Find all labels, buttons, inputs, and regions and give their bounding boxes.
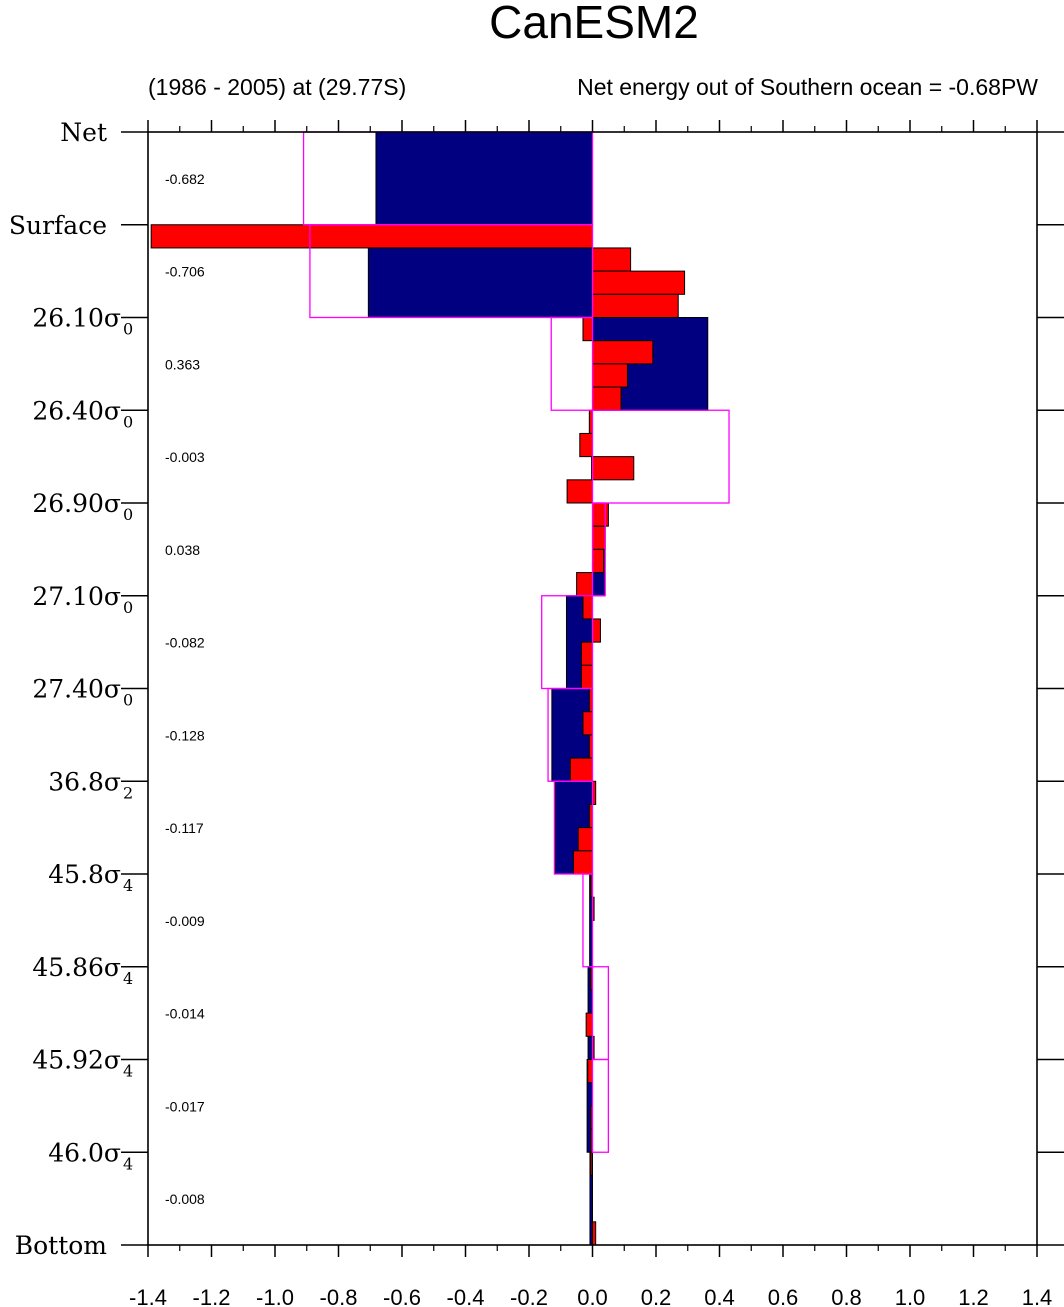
y-layer-label: 45.92σ [32, 1046, 121, 1075]
layer-value-label: -0.009 [165, 913, 205, 929]
sublayer-bar [580, 641, 594, 666]
y-layer-label: 45.86σ [32, 953, 121, 982]
chart-subtitle-right: Net energy out of Southern ocean = -0.68… [577, 74, 1038, 100]
outline-box [591, 502, 606, 597]
y-layer-label-subscript: 0 [123, 412, 133, 431]
layer-value-label: 0.038 [165, 542, 200, 558]
sublayer-bar [592, 618, 601, 643]
y-layer-label-subscript: 0 [123, 691, 133, 710]
x-tick-label: -1.2 [193, 1285, 231, 1307]
layer-value-label: -0.682 [165, 171, 205, 187]
layer-value-label: -0.082 [165, 635, 205, 651]
sublayer-bar [150, 224, 594, 249]
sublayer-bar [592, 363, 628, 388]
sublayer-bar [582, 595, 593, 620]
outline-box [591, 409, 730, 504]
x-tick-label: -0.2 [510, 1285, 548, 1307]
y-layer-label-subscript: 2 [123, 783, 133, 802]
x-tick-label: 0.8 [831, 1285, 862, 1307]
sublayer-bar [569, 757, 594, 782]
x-tick-label: -0.6 [383, 1285, 421, 1307]
y-layer-label-subscript: 4 [123, 1154, 133, 1173]
sublayer-bar [566, 479, 593, 504]
y-layer-label-subscript: 4 [123, 876, 133, 895]
x-tick-label: 1.4 [1022, 1285, 1053, 1307]
y-layer-label-subscript: 4 [123, 969, 133, 988]
layer-value-label: -0.017 [165, 1098, 205, 1114]
sublayer-bar [580, 664, 594, 689]
outline-box [591, 966, 610, 1061]
x-tick-label: -0.8 [320, 1285, 358, 1307]
plot-frame [121, 120, 1064, 1257]
y-layer-label-subscript: 0 [123, 598, 133, 617]
sublayer-bar [582, 711, 593, 736]
layer-value-label: -0.014 [165, 1006, 205, 1022]
x-tick-label: -0.4 [447, 1285, 485, 1307]
y-layer-label-subscript: 0 [123, 505, 133, 524]
outline-box [550, 316, 594, 411]
layer-value-label: -0.117 [165, 820, 204, 836]
y-layer-label: Surface [9, 211, 107, 240]
outline-box [591, 1058, 610, 1153]
y-layer-label: 27.40σ [32, 675, 121, 704]
sublayer-bar [592, 456, 635, 481]
sublayer-bar [582, 317, 593, 342]
sublayer-bar [577, 827, 594, 852]
y-layer-label-subscript: 4 [123, 1062, 133, 1081]
outline-box [553, 780, 594, 875]
y-layer-label: 36.8σ [48, 767, 121, 796]
outline-box [582, 873, 594, 968]
bars-layer [150, 131, 730, 1246]
sublayer-bar [592, 293, 679, 318]
y-layer-label: Bottom [15, 1231, 108, 1260]
sublayer-bar [587, 1059, 593, 1084]
x-axis-tick-labels: -1.4 -1.2 -1.0 -0.8 -0.6 -0.4 -0.2 0.0 0.2 0.4 0.6… [129, 1285, 1052, 1307]
chart-subtitle-left: (1986 - 2005) at (29.77S) [148, 74, 406, 100]
layer-annotations: -0.682 -0.706 0.363 -0.003 0.038 -0.082 -0.128… [165, 171, 205, 1207]
sublayer-bar [592, 525, 606, 550]
y-layer-label-subscript: 0 [123, 320, 133, 339]
x-tick-label: -1.0 [256, 1285, 294, 1307]
sublayer-bar [579, 432, 593, 458]
x-tick-label: 1.2 [958, 1285, 989, 1307]
layer-bar [375, 131, 593, 226]
chart-title: CanESM2 [489, 0, 699, 48]
sublayer-bar [592, 340, 654, 365]
sublayer-bar [590, 1151, 593, 1176]
layer-value-label: -0.128 [165, 727, 205, 743]
sublayer-bar [592, 1221, 597, 1246]
x-tick-label: 1.0 [895, 1285, 926, 1307]
sublayer-bar [585, 1012, 594, 1037]
layer-value-label: 0.363 [165, 356, 200, 372]
y-layer-label: 26.40σ [32, 396, 121, 425]
y-layer-label: 26.10σ [32, 304, 121, 333]
layer-value-label: -0.003 [165, 449, 205, 465]
sublayer-bar [592, 270, 686, 295]
y-layer-label: 46.0σ [48, 1138, 121, 1167]
sublayer-bar [592, 247, 632, 272]
x-tick-label: -1.4 [129, 1285, 167, 1307]
x-tick-label: 0.4 [704, 1285, 735, 1307]
sublayer-bar [592, 502, 609, 527]
sublayer-bar [592, 548, 605, 574]
x-tick-label: 0.2 [641, 1285, 672, 1307]
x-tick-label: 0.6 [768, 1285, 799, 1307]
sublayer-bar [576, 572, 593, 597]
x-tick-label: 0.0 [577, 1285, 608, 1307]
layer-value-label: -0.008 [165, 1191, 205, 1207]
sublayer-bar [572, 850, 594, 875]
outline-box [309, 224, 594, 319]
layer-value-label: -0.706 [165, 264, 205, 280]
y-layer-label: 27.10σ [32, 582, 121, 611]
y-layer-label: 26.90σ [32, 489, 121, 518]
sublayer-bar [592, 386, 622, 411]
y-layer-label: 45.8σ [48, 860, 121, 889]
y-layer-label: Net [60, 118, 107, 147]
